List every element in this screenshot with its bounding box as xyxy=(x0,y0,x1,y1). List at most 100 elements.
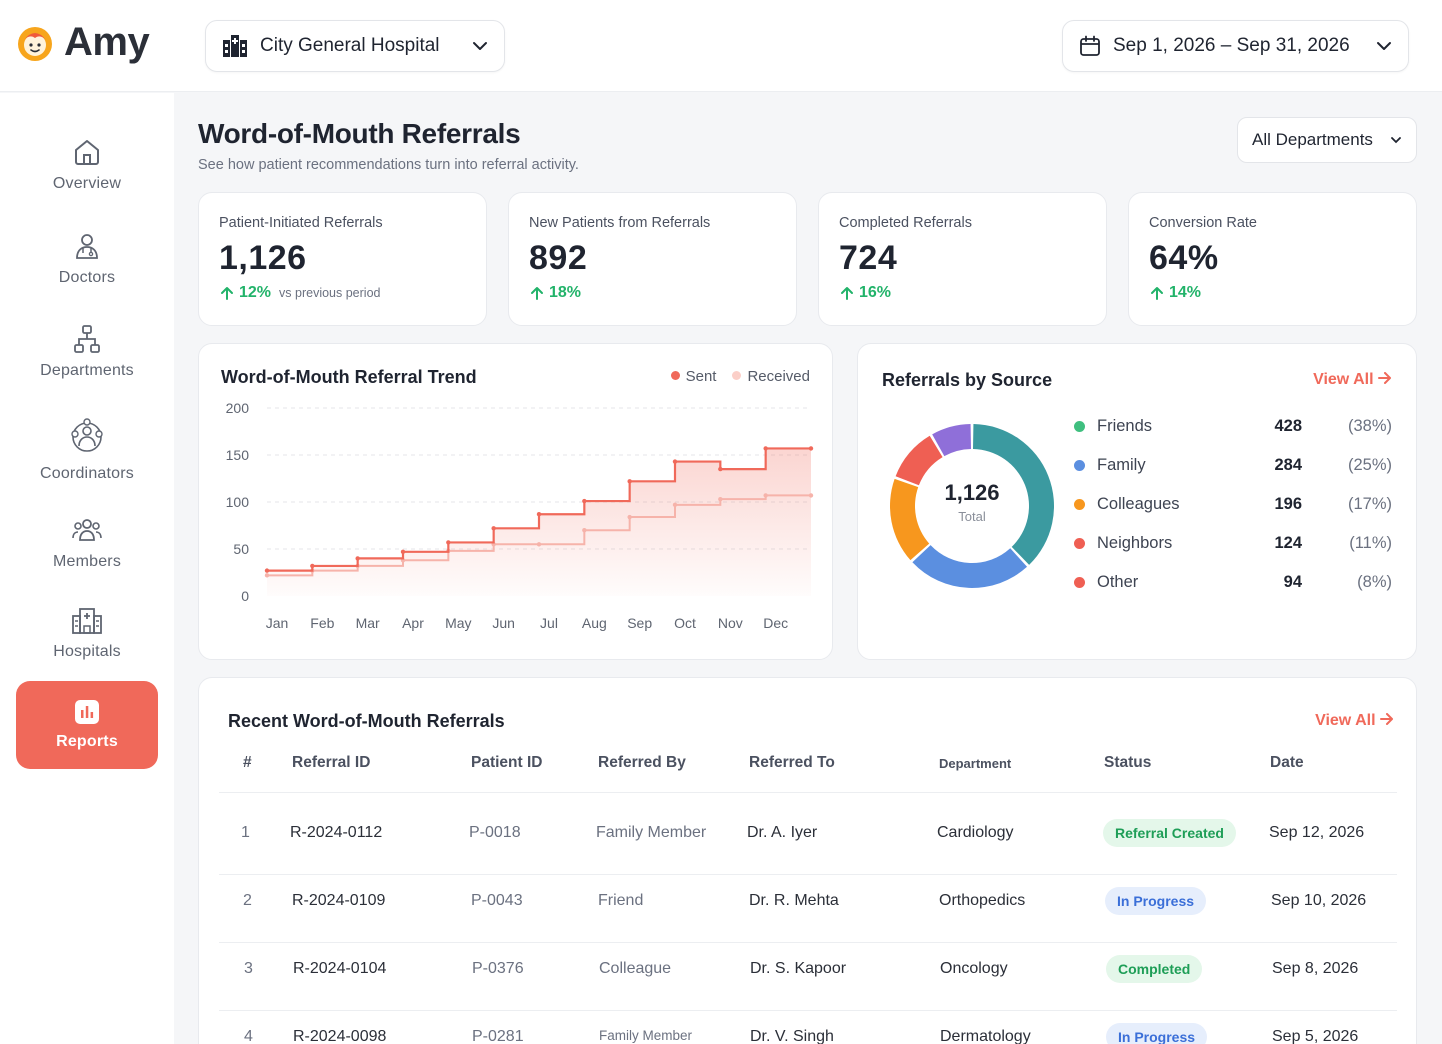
legend-item-sent[interactable]: Sent xyxy=(670,368,716,385)
source-name: Other xyxy=(1097,572,1139,591)
sidebar-item-reports[interactable]: Reports xyxy=(16,681,158,769)
referral-trend-card: Word-of-Mouth Referral Trend Sent Receiv… xyxy=(198,343,833,660)
sent-point[interactable] xyxy=(672,459,678,464)
received-point[interactable] xyxy=(763,493,768,498)
column-header-referral-id[interactable]: Referral ID xyxy=(292,754,371,771)
received-point[interactable] xyxy=(627,514,632,520)
arrow-up-icon xyxy=(531,287,543,300)
cell-number: 4 xyxy=(244,1028,253,1044)
cell-referred-to: Dr. R. Mehta xyxy=(749,892,839,909)
source-item-colleagues[interactable]: Colleagues 196 (17%) xyxy=(1074,492,1392,516)
sidebar-item-label: Hospitals xyxy=(53,643,121,660)
kpi-card-new-patients: New Patients from Referrals 892 18% xyxy=(508,192,797,326)
sent-point[interactable] xyxy=(536,512,542,517)
sidebar-item-label: Doctors xyxy=(58,269,116,286)
date-range-selector[interactable]: Sep 1, 2026 – Sep 31, 2026 xyxy=(1062,20,1409,72)
source-name: Friends xyxy=(1097,416,1153,435)
sidebar-item-overview[interactable]: Overview xyxy=(16,137,158,193)
column-header-referred-to[interactable]: Referred To xyxy=(749,754,835,771)
x-tick-label: Aug xyxy=(582,615,607,631)
recent-view-all-link[interactable]: View All xyxy=(1315,712,1394,730)
kpi-value: 1,126 xyxy=(219,239,307,277)
source-item-other[interactable]: Other 94 (8%) xyxy=(1074,570,1392,594)
sidebar-item-departments[interactable]: Departments xyxy=(16,324,158,380)
sidebar-item-coordinators[interactable]: Coordinators xyxy=(16,417,158,483)
received-point[interactable] xyxy=(808,493,814,498)
kpi-delta: 12% vs previous period xyxy=(219,284,466,302)
donut-total-label: Total xyxy=(958,509,986,524)
legend-item-received[interactable]: Received xyxy=(732,368,810,385)
received-point[interactable] xyxy=(718,496,723,502)
page-title: Word-of-Mouth Referrals xyxy=(198,118,521,149)
sidebar-item-label: Departments xyxy=(40,362,134,379)
donut-slice-family[interactable] xyxy=(912,545,1028,588)
source-item-friends[interactable]: Friends 428 (38%) xyxy=(1074,414,1392,438)
trend-legend: Sent Received xyxy=(670,368,810,385)
app-logo[interactable]: Amy xyxy=(16,20,150,65)
hospital-building-icon xyxy=(223,35,247,57)
cell-number: 1 xyxy=(241,824,250,841)
column-header-department[interactable]: Department xyxy=(939,756,1012,771)
kpi-delta-note: vs previous period xyxy=(279,286,381,300)
cell-patient-id: P-0281 xyxy=(472,1028,524,1044)
column-header-status[interactable]: Status xyxy=(1104,754,1152,771)
sent-point[interactable] xyxy=(400,549,406,555)
kpi-delta-value: 18% xyxy=(549,284,582,301)
kpi-card-completed: Completed Referrals 724 16% xyxy=(818,192,1107,326)
y-tick-label: 100 xyxy=(226,494,250,510)
column-header-referred-by[interactable]: Referred By xyxy=(598,754,686,771)
sent-point[interactable] xyxy=(310,563,315,569)
received-point[interactable] xyxy=(264,573,270,578)
sent-point[interactable] xyxy=(582,498,587,504)
column-header-patient-id[interactable]: Patient ID xyxy=(471,754,543,771)
x-tick-label: Jul xyxy=(540,615,558,631)
sent-point[interactable] xyxy=(718,466,723,472)
arrow-up-icon xyxy=(841,287,853,300)
kpi-delta-value: 14% xyxy=(1169,284,1202,301)
source-percent: (17%) xyxy=(1347,494,1392,513)
cell-date: Sep 8, 2026 xyxy=(1272,960,1359,977)
status-badge: In Progress xyxy=(1105,887,1207,915)
cell-referral-id: R-2024-0104 xyxy=(293,960,387,977)
donut-slice-neighbors[interactable] xyxy=(895,435,943,486)
department-filter[interactable]: All Departments xyxy=(1237,117,1417,163)
top-bar: Amy City General Hospital Sep 1, 2026 – … xyxy=(0,0,1442,92)
sidebar-item-label: Members xyxy=(52,553,122,570)
received-point[interactable] xyxy=(672,502,678,508)
org-chart-icon xyxy=(74,325,100,353)
donut-slice-other[interactable] xyxy=(932,424,972,457)
source-item-neighbors[interactable]: Neighbors 124 (11%) xyxy=(1074,531,1392,555)
sent-point[interactable] xyxy=(264,568,270,573)
sidebar-item-hospitals[interactable]: Hospitals xyxy=(16,607,158,661)
sidebar-item-members[interactable]: Members xyxy=(16,515,158,571)
x-tick-label: Nov xyxy=(718,615,743,631)
status-badge: Referral Created xyxy=(1103,819,1236,847)
members-icon xyxy=(72,519,102,541)
received-point[interactable] xyxy=(536,542,542,547)
sent-point[interactable] xyxy=(763,446,768,451)
hospital-selector[interactable]: City General Hospital xyxy=(205,20,505,72)
department-filter-label: All Departments xyxy=(1252,130,1373,149)
donut-slice-colleagues[interactable] xyxy=(890,478,930,561)
kpi-label: Patient-Initiated Referrals xyxy=(219,215,383,231)
source-item-family[interactable]: Family 284 (25%) xyxy=(1074,453,1392,477)
sent-point[interactable] xyxy=(808,446,814,451)
referrals-by-source-card: Referrals by Source View All 1,126 Total… xyxy=(857,343,1417,660)
sent-point[interactable] xyxy=(355,556,360,561)
sent-point[interactable] xyxy=(627,479,632,484)
sources-view-all-link[interactable]: View All xyxy=(1313,371,1392,389)
source-name: Colleagues xyxy=(1097,494,1180,513)
received-point[interactable] xyxy=(582,528,587,533)
sent-point[interactable] xyxy=(491,526,496,531)
chevron-down-icon xyxy=(473,42,487,50)
legend-dot xyxy=(1074,498,1085,510)
sidebar-item-doctors[interactable]: Doctors xyxy=(16,231,158,287)
column-header-date[interactable]: Date xyxy=(1270,754,1304,771)
y-tick-label: 0 xyxy=(241,588,249,604)
donut-slice-friends[interactable] xyxy=(972,424,1054,565)
kpi-label: Completed Referrals xyxy=(839,215,972,231)
arrow-up-icon xyxy=(221,287,233,300)
source-percent: (8%) xyxy=(1357,572,1392,591)
x-tick-label: Apr xyxy=(402,615,424,631)
sent-point[interactable] xyxy=(446,540,451,545)
